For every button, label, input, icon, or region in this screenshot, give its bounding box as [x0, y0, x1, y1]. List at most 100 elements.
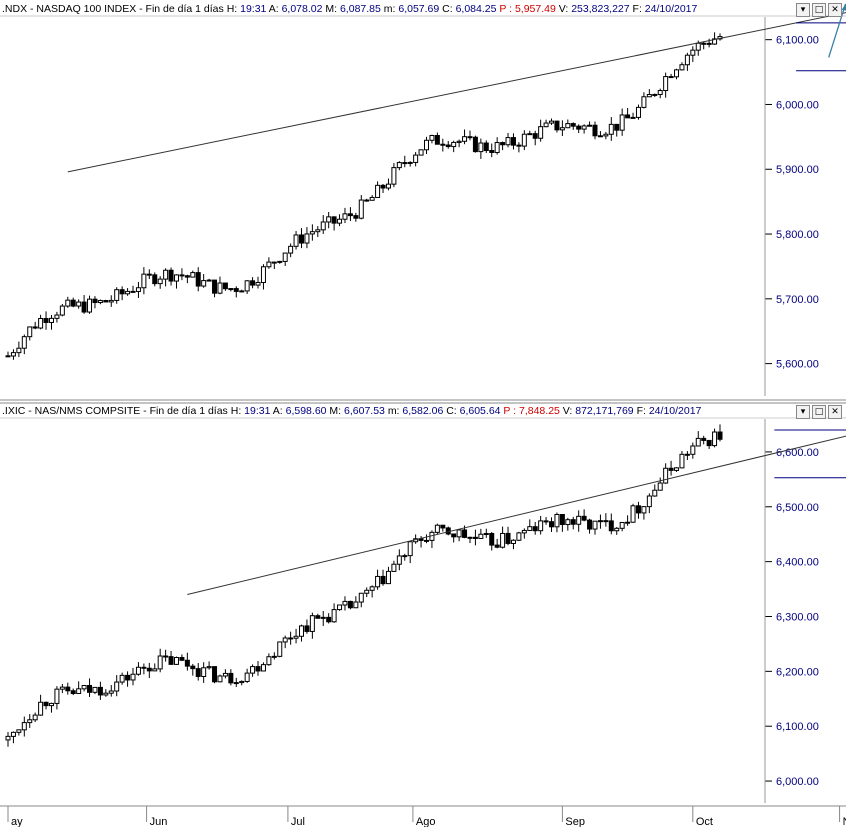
candle-body	[684, 54, 690, 66]
candle-body	[478, 142, 484, 153]
ixic-min-value: 6,582.06	[402, 405, 444, 417]
candle-body	[472, 536, 478, 539]
candle-body	[424, 139, 430, 151]
candle-body	[135, 666, 141, 675]
ixic-plot: 6,600.00 6,500.00 6,400.00 6,300.00 6,200.00…	[5, 419, 846, 803]
ndx-v-value: 253,823,227	[571, 3, 630, 15]
candle-body	[271, 655, 277, 658]
candle-body	[130, 290, 136, 293]
candle-body	[701, 42, 707, 45]
ndx-min-value: 6,057.69	[398, 3, 440, 15]
candle-body	[679, 453, 685, 469]
candle-body	[347, 213, 353, 217]
candle-body	[385, 183, 391, 189]
candle-body	[532, 526, 538, 532]
ndx-maximize-button[interactable]: □	[812, 3, 826, 17]
candle-body	[315, 615, 321, 619]
x-tick-label: Sep	[565, 816, 585, 827]
candle-body	[255, 666, 261, 672]
ixic-p-value: 7,848.25	[519, 405, 560, 417]
ndx-a-label: A:	[268, 3, 279, 15]
candle-body	[565, 519, 571, 526]
candle-body	[43, 701, 49, 707]
ixic-minimize-button[interactable]: ▾	[796, 405, 810, 419]
candle-body	[396, 162, 402, 169]
candle-body	[407, 541, 413, 557]
ndx-close-button[interactable]: ✕	[828, 3, 842, 17]
candle-body	[304, 625, 310, 632]
ixic-a-label: A:	[272, 405, 283, 417]
candle-body	[331, 216, 337, 224]
candle-body	[549, 120, 555, 124]
candle-body	[92, 686, 98, 693]
candle-body	[282, 252, 288, 262]
candle-body	[119, 674, 125, 683]
candle-body	[554, 120, 560, 131]
candle-body	[581, 515, 587, 521]
candle-body	[233, 682, 239, 685]
candle-body	[27, 719, 33, 724]
candle-body	[630, 505, 636, 523]
candle-body	[587, 519, 593, 530]
y-tick-label: 5,700.00	[776, 294, 819, 306]
candle-body	[527, 526, 533, 531]
candle-body	[76, 301, 82, 307]
candle-body	[217, 282, 223, 294]
candle-body	[549, 521, 555, 528]
candle-body	[538, 126, 544, 139]
candle-body	[195, 272, 201, 287]
candle-body	[369, 586, 375, 591]
candle-body	[184, 275, 190, 278]
ndx-a-value: 6,078.02	[281, 3, 323, 15]
candle-body	[385, 570, 391, 585]
candle-body	[706, 439, 712, 447]
candle-body	[146, 273, 152, 276]
candle-body	[641, 506, 647, 514]
candle-body	[668, 467, 674, 471]
candle-body	[38, 318, 44, 329]
candle-body	[391, 167, 397, 185]
ndx-f-label: F:	[632, 3, 642, 15]
candle-body	[641, 96, 647, 108]
candle-body	[65, 686, 71, 692]
candle-body	[206, 279, 212, 282]
ixic-m-value: 6,607.53	[344, 405, 385, 417]
candle-body	[375, 575, 381, 588]
candle-body	[635, 106, 641, 118]
candle-body	[87, 298, 93, 313]
candle-body	[81, 684, 87, 690]
candle-body	[358, 199, 364, 219]
candle-body	[619, 114, 625, 131]
candle-body	[483, 533, 489, 536]
candle-body	[527, 133, 533, 136]
candle-body	[195, 668, 201, 677]
candle-body	[244, 280, 250, 292]
candle-body	[462, 529, 468, 538]
candle-body	[701, 437, 707, 441]
ixic-f-label: F:	[636, 405, 646, 417]
candle-body	[288, 245, 294, 254]
y-tick-label: 6,500.00	[776, 502, 819, 514]
ndx-minimize-button[interactable]: ▾	[796, 3, 810, 17]
ixic-maximize-button[interactable]: □	[812, 405, 826, 419]
candle-body	[206, 666, 212, 669]
candle-body	[467, 536, 473, 539]
ndx-h-label: H:	[226, 3, 238, 15]
ndx-c-value: 6,084.25	[455, 3, 497, 15]
candle-body	[440, 143, 446, 146]
candle-body	[168, 269, 174, 282]
candle-body	[717, 431, 723, 440]
candle-body	[396, 555, 402, 565]
candle-body	[271, 261, 277, 264]
candle-body	[97, 686, 103, 696]
candle-body	[163, 269, 169, 280]
candle-body	[597, 135, 603, 138]
ixic-close-button[interactable]: ✕	[828, 405, 842, 419]
candle-body	[65, 299, 71, 307]
candle-body	[456, 140, 462, 143]
candle-body	[250, 280, 256, 286]
ixic-h-label: H:	[230, 405, 242, 417]
candle-body	[103, 300, 109, 303]
candle-body	[619, 521, 625, 529]
